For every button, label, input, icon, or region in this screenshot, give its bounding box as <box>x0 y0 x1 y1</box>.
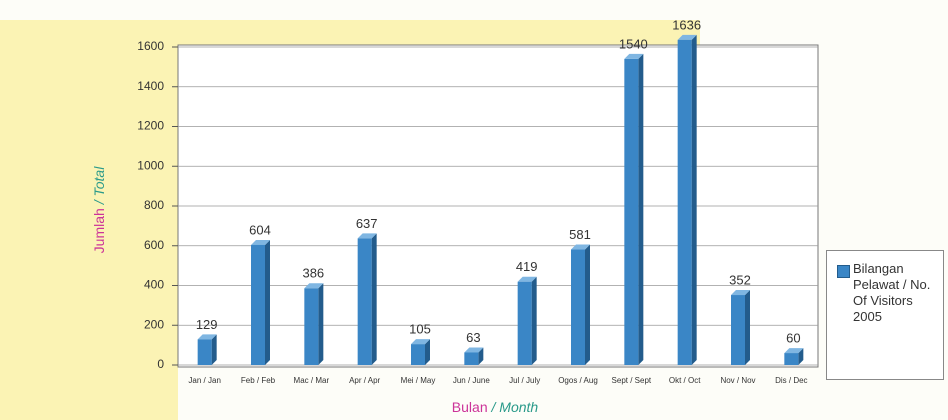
y-tick-label: 200 <box>144 317 164 331</box>
bar <box>251 244 265 365</box>
bar-top <box>357 233 377 239</box>
y-tick-label: 1400 <box>137 79 164 93</box>
bar-top <box>197 334 217 340</box>
x-tick-label: Sept / Sept <box>612 376 652 385</box>
x-tick-label: Mei / May <box>401 376 436 385</box>
bar-side <box>211 334 217 365</box>
bar <box>784 353 799 365</box>
bar-top <box>304 283 324 289</box>
bar-side <box>318 283 324 365</box>
x-tick-label: Jan / Jan <box>188 376 220 385</box>
bar <box>464 352 479 365</box>
bar <box>517 281 532 365</box>
y-tick-label: 400 <box>144 278 164 292</box>
bar-side <box>798 348 804 365</box>
data-label: 419 <box>516 259 538 274</box>
bar-top <box>464 347 484 353</box>
bar-top <box>731 290 750 296</box>
x-tick-label: Mac / Mar <box>294 376 330 385</box>
bar-top <box>624 53 644 59</box>
x-tick-label: Nov / Nov <box>720 376 755 385</box>
data-label: 1636 <box>672 17 701 32</box>
bar <box>571 249 585 365</box>
bar <box>304 288 319 365</box>
x-tick-label: Feb / Feb <box>241 376 276 385</box>
data-label: 129 <box>196 317 218 332</box>
bar-side <box>638 53 644 366</box>
bar-top <box>411 339 430 345</box>
data-label: 637 <box>356 216 378 231</box>
y-axis-label: Jumlah / Total <box>91 166 107 254</box>
data-label: 1540 <box>619 36 648 51</box>
y-tick-label: 0 <box>157 357 164 371</box>
background-band <box>0 20 700 420</box>
data-label: 352 <box>729 272 751 287</box>
bar-side <box>371 233 377 365</box>
bar-top <box>517 276 537 282</box>
data-label: 386 <box>302 266 324 281</box>
bar-top <box>677 34 697 40</box>
y-tick-label: 1200 <box>137 119 164 133</box>
bar-side <box>745 290 750 365</box>
bar-side <box>425 339 430 365</box>
bar <box>411 344 425 365</box>
bar <box>357 238 372 365</box>
x-tick-label: Ogos / Aug <box>558 376 598 385</box>
bar <box>197 339 212 365</box>
x-tick-label: Okt / Oct <box>669 376 701 385</box>
x-tick-label: Dis / Dec <box>775 376 807 385</box>
bar <box>731 295 745 365</box>
bar-side <box>585 244 590 365</box>
bar-side <box>691 34 697 365</box>
bar <box>677 39 692 365</box>
y-tick-label: 1600 <box>137 39 164 53</box>
y-tick-label: 600 <box>144 238 164 252</box>
data-label: 604 <box>249 222 271 237</box>
x-tick-label: Apr / Apr <box>349 376 380 385</box>
bar <box>624 58 639 366</box>
data-label: 60 <box>786 331 800 346</box>
bar-top <box>784 348 804 354</box>
legend-swatch <box>837 265 850 278</box>
bar-side <box>478 347 484 365</box>
bar-side <box>531 276 537 365</box>
legend-label: Bilangan Pelawat / No. Of Visitors 2005 <box>853 261 931 324</box>
x-tick-label: Jun / June <box>453 376 490 385</box>
y-tick-label: 1000 <box>137 158 164 172</box>
data-label: 105 <box>409 322 431 337</box>
y-tick-label: 800 <box>144 198 164 212</box>
data-label: 581 <box>569 227 591 242</box>
x-axis-label: Bulan / Month <box>452 399 539 415</box>
bar-side <box>265 239 270 365</box>
bar-top <box>571 244 590 250</box>
legend: Bilangan Pelawat / No. Of Visitors 2005 <box>826 250 944 380</box>
bar-top <box>251 239 270 245</box>
x-tick-label: Jul / July <box>509 376 540 385</box>
data-label: 63 <box>466 330 480 345</box>
